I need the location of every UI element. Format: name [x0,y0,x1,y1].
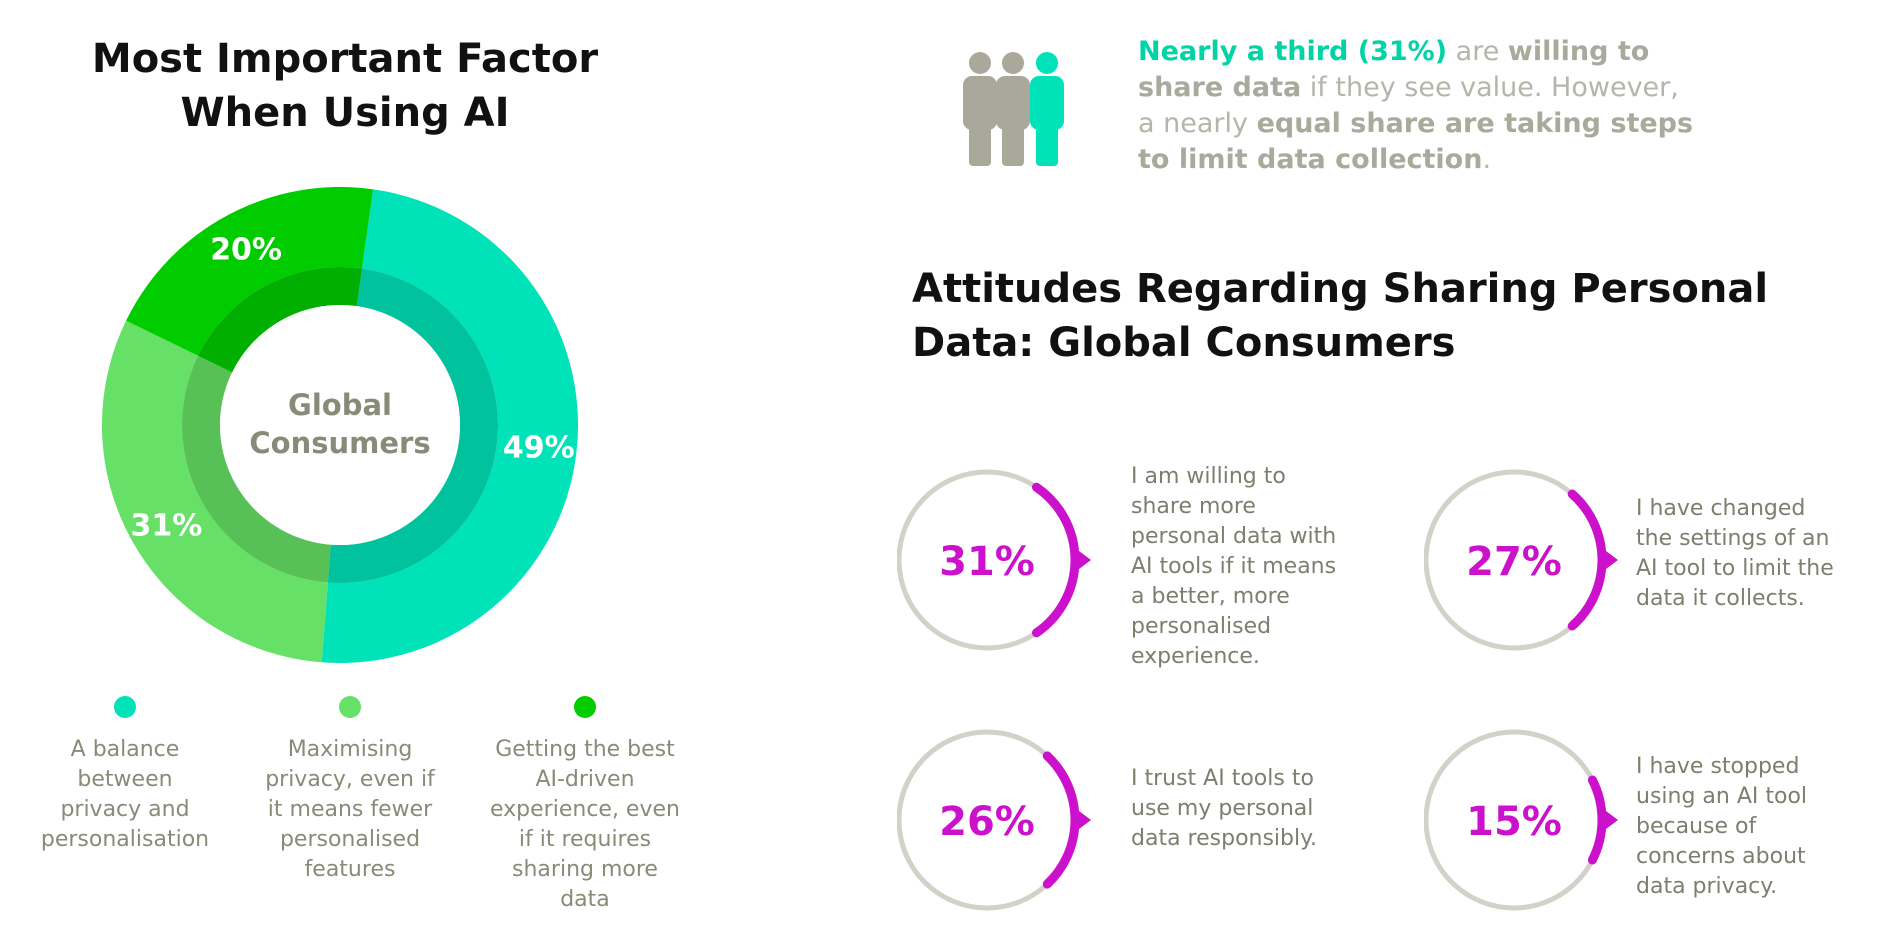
stat-description-line: experience. [1131,644,1260,669]
legend-dot-2 [339,696,361,718]
stat-ring-arc [1567,489,1607,631]
legend-label-1: A balance between privacy and personalisati… [25,735,225,855]
stat-ring-value: 27% [1466,539,1562,585]
stat-ring-arrow [1598,805,1618,835]
donut-slice-inner-band-2 [182,355,331,583]
legend-label-line: personalised [279,827,421,852]
stat-description-line: personal data with [1131,524,1337,549]
stat-description-1: I am willing to share more personal data w… [1131,462,1366,672]
donut-slice-inner-band-3 [197,267,362,373]
legend-label-line: A balance [70,737,180,762]
attitudes-title-line-1: Attitudes Regarding Sharing Personal [912,266,1769,312]
legend-label-line: privacy, even if [265,767,435,792]
legend-label-line: AI-driven [535,767,635,792]
callout-bold-2: equal share are taking steps to limit da… [1138,108,1694,175]
stat-ring-value: 15% [1466,799,1562,845]
people-icon [963,52,1064,166]
stat-ring-4: 15% [1424,729,1618,911]
donut-slice-label-3: 20% [210,232,282,267]
donut-slice-3 [126,187,374,356]
donut-slice-2 [101,320,328,663]
legend-label-line: personalisation [40,827,210,852]
callout-text: Nearly a third (31%) are willing to shar… [1138,34,1698,178]
callout-highlight: Nearly a third (31%) [1138,36,1448,67]
donut-slice-label-2: 31% [131,508,203,543]
stat-description-4: I have stopped using an AI tool because of… [1636,752,1871,902]
legend-label-line: it means fewer [267,797,433,822]
stat-description-line: I am willing to [1131,464,1286,489]
legend-label-line: if it requires [518,827,652,852]
stat-ring-value: 26% [939,799,1035,845]
callout-text-2: if they see value. However, a nearly [1138,72,1679,139]
stat-description-line: using an AI tool [1636,784,1808,809]
stat-description-line: data responsibly. [1131,826,1318,851]
callout-text-3: . [1482,144,1492,175]
stat-ring-arrow [1071,805,1091,835]
legend-label-3: Getting the best AI-driven experience, eve… [485,735,685,915]
legend-label-line: Maximising [287,737,413,762]
donut-center-label-line-1: Global [288,388,392,422]
stat-ring-arc [1031,482,1080,638]
stat-description-line: AI tool to limit the [1636,556,1834,581]
stat-description-line: use my personal [1131,796,1314,821]
legend-dot-1 [114,696,136,718]
donut-title-line-2: When Using AI [180,90,510,136]
legend-label-2: Maximising privacy, even if it means fewer… [250,735,450,885]
legend-label-line: Getting the best [495,737,675,762]
stat-ring-value: 31% [939,539,1035,585]
donut-chart-title: Most Important Factor When Using AI [60,32,630,140]
legend-label-line: between [77,767,173,792]
attitudes-title-line-2: Data: Global Consumers [912,320,1456,366]
stat-description-line: AI tools if it means [1131,554,1337,579]
donut-inner-shade-3 [197,267,362,373]
legend-label-line: sharing more [512,857,658,882]
legend-label-line: privacy and [60,797,190,822]
legend-dot-3 [574,696,596,718]
stat-ring-arc [1042,751,1080,889]
donut-title-line-1: Most Important Factor [91,36,599,82]
donut-inner-shade-1 [327,268,499,584]
donut-hole [220,305,460,545]
stat-description-line: because of [1636,814,1757,839]
stat-ring-3: 26% [897,729,1091,911]
donut-slice-inner-band-1 [327,268,499,584]
donut-inner-shade-2 [182,355,331,583]
stat-description-line: share more [1131,494,1256,519]
donut-slice-1 [321,189,579,663]
stat-description-line: data privacy. [1636,874,1778,899]
callout-text-1: are [1447,36,1508,67]
stat-description-2: I have changed the settings of an AI tool … [1636,494,1871,614]
stat-description-line: I have stopped [1636,754,1800,779]
stat-description-line: data it collects. [1636,586,1805,611]
legend-label-line: experience, even [490,797,680,822]
donut-slice-label-1: 49% [503,431,575,466]
stat-description-line: I trust AI tools to [1131,766,1314,791]
stat-description-line: a better, more [1131,584,1290,609]
stat-ring-1: 31% [897,469,1091,651]
stat-description-line: I have changed [1636,496,1806,521]
stat-ring-arrow [1598,545,1618,575]
attitudes-title: Attitudes Regarding Sharing Personal Dat… [912,262,1812,370]
stat-description-line: the settings of an [1636,526,1830,551]
stat-ring-2: 27% [1424,469,1618,651]
callout-bold-1: willing to share data [1138,36,1650,103]
stat-description-line: personalised [1131,614,1272,639]
donut-center-label-line-2: Consumers [249,426,430,460]
legend-label-line: features [304,857,396,882]
stat-ring-arrow [1071,545,1091,575]
legend-label-line: data [560,887,610,912]
stat-description-3: I trust AI tools to use my personal data r… [1131,764,1366,854]
donut-chart: 49% 31% 20% Global Consumers [101,187,579,663]
stat-description-line: concerns about [1636,844,1806,869]
